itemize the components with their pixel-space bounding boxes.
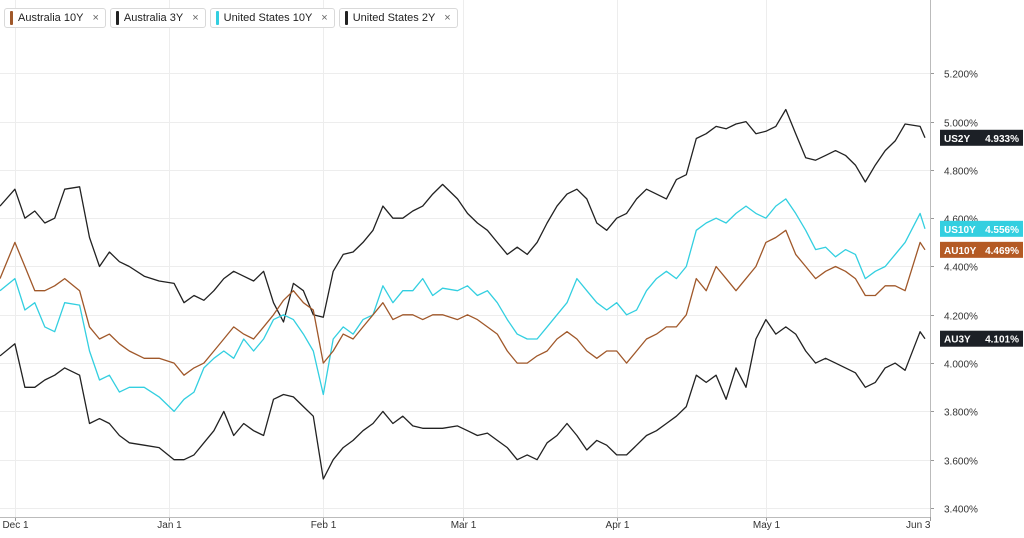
legend: Australia 10Y × Australia 3Y × United States…	[4, 8, 458, 28]
x-tick-label: May 1	[753, 520, 781, 531]
last-value-tag: AU10Y 4.469%	[940, 241, 1023, 258]
series-line	[0, 108, 926, 323]
close-icon[interactable]: ×	[321, 12, 328, 24]
legend-swatch	[215, 11, 219, 25]
legend-swatch	[115, 11, 119, 25]
legend-swatch	[344, 11, 348, 25]
legend-chip[interactable]: United States 2Y ×	[338, 8, 458, 28]
legend-chip[interactable]: United States 10Y ×	[209, 8, 335, 28]
tag-background	[940, 241, 1023, 258]
close-icon[interactable]: ×	[192, 12, 199, 24]
series-line	[0, 318, 926, 480]
legend-chip[interactable]: Australia 3Y ×	[109, 8, 206, 28]
close-icon[interactable]: ×	[444, 12, 451, 24]
series-line	[0, 198, 926, 413]
series-line	[0, 229, 926, 376]
x-tick-label: Jan 1	[157, 520, 182, 531]
tag-value: 4.469%	[985, 246, 1019, 257]
y-tick-label: 4.800%	[944, 167, 978, 178]
series-lines	[0, 108, 926, 480]
tag-background	[940, 220, 1023, 237]
y-tick-label: 3.800%	[944, 408, 978, 419]
last-value-tags: US2Y 4.933% US10Y 4.556% AU10Y 4.469% AU3Y 4.10…	[940, 129, 1023, 347]
y-tick-label: 4.200%	[944, 312, 978, 323]
tag-label: US10Y	[944, 225, 976, 236]
tag-label: US2Y	[944, 134, 970, 145]
tag-value: 4.556%	[985, 225, 1019, 236]
tag-label: AU3Y	[944, 335, 971, 346]
y-tick-label: 5.000%	[944, 119, 978, 130]
x-tick-label: Dec 1	[2, 520, 29, 531]
y-tick-label: 5.200%	[944, 70, 978, 81]
tag-value: 4.101%	[985, 335, 1019, 346]
y-tick-label: 4.400%	[944, 263, 978, 274]
tag-label: AU10Y	[944, 246, 977, 257]
legend-label: Australia 3Y	[123, 12, 184, 24]
grid	[0, 0, 931, 517]
y-tick-label: 3.600%	[944, 457, 978, 468]
last-value-tag: US10Y 4.556%	[940, 220, 1023, 237]
legend-label: Australia 10Y	[18, 12, 84, 24]
tag-value: 4.933%	[985, 134, 1019, 145]
last-value-tag: US2Y 4.933%	[940, 129, 1023, 146]
x-tick-label: Apr 1	[606, 520, 630, 531]
last-value-tag: AU3Y 4.101%	[940, 330, 1023, 347]
axes: 3.400% 3.600% 3.800% 4.000% 4.200% 4.400% 4.60…	[0, 0, 978, 531]
close-icon[interactable]: ×	[92, 12, 99, 24]
x-tick-label: Feb 1	[311, 520, 337, 531]
x-tick-label: Mar 1	[451, 520, 477, 531]
legend-label: United States 10Y	[223, 12, 313, 24]
legend-chip[interactable]: Australia 10Y ×	[4, 8, 106, 28]
x-tick-label: Jun 3	[906, 520, 931, 531]
legend-swatch	[10, 11, 13, 25]
y-tick-label: 4.600%	[944, 215, 978, 226]
y-tick-label: 4.000%	[944, 360, 978, 371]
legend-label: United States 2Y	[352, 12, 436, 24]
tag-background	[940, 129, 1023, 146]
tag-background	[940, 330, 1023, 347]
y-tick-label: 3.400%	[944, 505, 978, 516]
